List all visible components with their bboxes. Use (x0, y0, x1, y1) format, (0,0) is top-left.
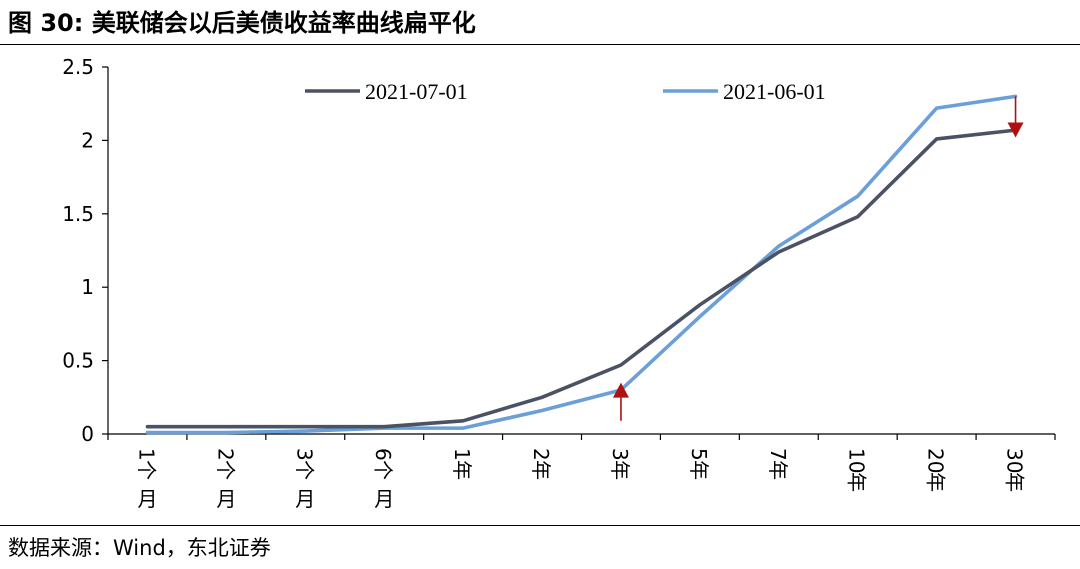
x-tick-label-number: 6 (371, 448, 395, 461)
x-tick-label-unit: 年 (1003, 472, 1027, 492)
title-divider (0, 44, 1080, 45)
x-tick-label: 30年 (1003, 448, 1027, 492)
x-tick-label: 20年 (924, 448, 948, 492)
x-tick-label-number: 10 (845, 448, 869, 473)
x-tick-label-unit: 年 (608, 460, 632, 480)
x-tick-label-number: 2 (529, 448, 553, 461)
series-line-2021-07-01 (145, 128, 1018, 429)
series-line-2021-06-01 (145, 94, 1018, 435)
down-arrow (1007, 96, 1024, 138)
x-tick-label: 2个月 (213, 448, 237, 511)
x-tick-label-unit: 年 (924, 472, 948, 492)
y-tick-label: 2.5 (62, 55, 94, 79)
x-tick-label-unit: 年 (529, 460, 553, 480)
x-tick-label-unit: 月 (374, 487, 394, 511)
x-tick-label-unit: 年 (766, 460, 790, 480)
x-tick-label-number: 1 (450, 448, 474, 461)
x-tick-label-unit: 年 (450, 460, 474, 480)
x-tick-label-unit: 个 (134, 460, 158, 480)
y-tick-label: 1 (81, 275, 94, 299)
x-tick-label: 1年 (450, 448, 474, 480)
x-tick-label-unit: 个 (371, 460, 395, 480)
legend-item: 2021-07-01 (305, 79, 468, 104)
y-tick-label: 2 (81, 128, 94, 152)
x-tick-label: 6个月 (371, 448, 395, 511)
legend: 2021-07-01 2021-06-01 (305, 79, 826, 104)
y-tick-label: 1.5 (62, 202, 94, 226)
x-tick-label-unit: 月 (295, 487, 315, 511)
source-divider (0, 525, 1080, 526)
x-tick-label: 3个月 (292, 448, 316, 511)
x-tick-label: 5年 (687, 448, 711, 480)
y-tick-label: 0.5 (62, 349, 94, 373)
x-tick-label-number: 7 (766, 448, 790, 461)
legend-item: 2021-06-01 (663, 79, 826, 104)
x-tick-label-unit: 个 (213, 460, 237, 480)
x-tick-label-number: 3 (292, 448, 316, 461)
x-tick-label-unit: 年 (845, 472, 869, 492)
x-tick-label: 2年 (529, 448, 553, 480)
y-axis-ticks: 0 0.5 1 1.5 2 2.5 (62, 55, 108, 446)
data-source-note: 数据来源：Wind，东北证券 (8, 536, 271, 560)
arrow-head (612, 382, 629, 398)
x-tick-label-unit: 月 (137, 487, 157, 511)
chart-axes (107, 67, 1055, 435)
figure-title: 图 30: 美联储会以后美债收益率曲线扁平化 (8, 9, 476, 37)
x-tick-label: 10年 (845, 448, 869, 492)
annotation-arrows (612, 96, 1024, 421)
x-tick-label: 3年 (608, 448, 632, 480)
x-tick-label: 1个月 (134, 448, 158, 511)
y-tick-label: 0 (81, 422, 94, 446)
x-tick-label-unit: 个 (292, 460, 316, 480)
x-tick-label: 7年 (766, 448, 790, 480)
x-tick-label-unit: 年 (687, 460, 711, 480)
x-tick-label-unit: 月 (216, 487, 236, 511)
arrow-head (1007, 122, 1024, 138)
x-tick-label-number: 30 (1003, 448, 1027, 473)
legend-label: 2021-06-01 (723, 79, 826, 104)
up-arrow (612, 382, 629, 421)
x-tick-label-number: 2 (213, 448, 237, 461)
x-tick-label-number: 5 (687, 448, 711, 461)
x-tick-label-number: 3 (608, 448, 632, 461)
legend-label: 2021-07-01 (365, 79, 468, 104)
x-tick-label-number: 20 (924, 448, 948, 473)
x-tick-label-number: 1 (134, 448, 158, 461)
series-lines (145, 94, 1018, 435)
